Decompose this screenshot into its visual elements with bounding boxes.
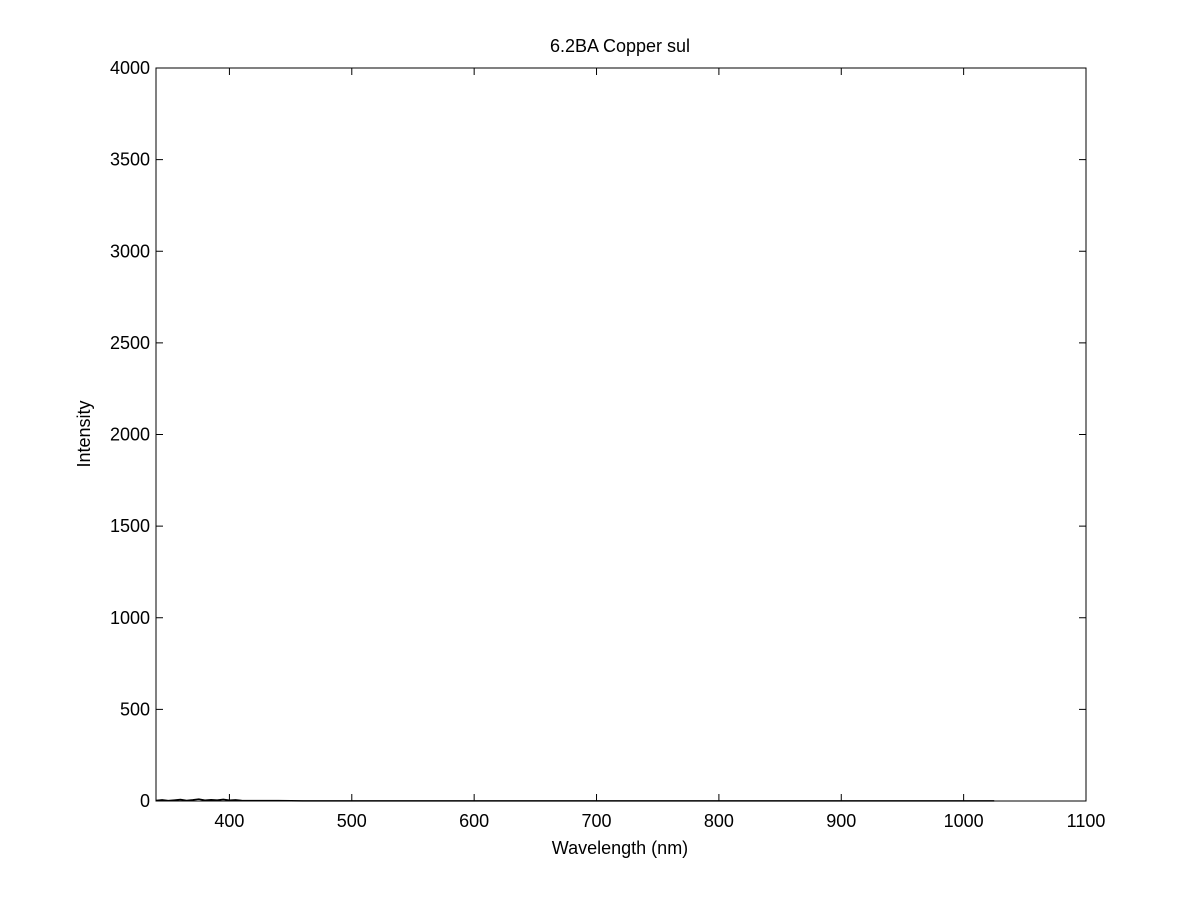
x-tick-label: 500 [337, 811, 367, 831]
x-tick-label: 700 [582, 811, 612, 831]
chart-title: 6.2BA Copper sul [550, 36, 690, 56]
y-tick-label: 1000 [110, 608, 150, 628]
x-tick-label: 1000 [944, 811, 984, 831]
x-axis-label: Wavelength (nm) [552, 838, 688, 858]
x-axis-ticks: 400 500 600 700 800 900 1000 1100 [214, 68, 1105, 831]
y-tick-label: 2000 [110, 425, 150, 445]
x-tick-label: 1100 [1067, 811, 1106, 831]
y-tick-label: 3500 [110, 150, 150, 170]
series-line-0 [155, 798, 995, 802]
plot-area: 400 500 600 700 800 900 1000 1100 0 500 1000 1500 2… [110, 58, 1105, 831]
y-tick-label: 2500 [110, 333, 150, 353]
y-tick-label: 500 [120, 699, 150, 719]
x-tick-label: 800 [704, 811, 734, 831]
x-tick-label: 600 [459, 811, 489, 831]
x-tick-label: 400 [214, 811, 244, 831]
y-tick-label: 0 [140, 791, 150, 811]
y-tick-label: 1500 [110, 516, 150, 536]
y-axis-ticks: 0 500 1000 1500 2000 2500 3000 3500 4000 [110, 58, 1086, 811]
y-tick-label: 3000 [110, 241, 150, 261]
y-tick-label: 4000 [110, 58, 150, 78]
x-tick-label: 900 [826, 811, 856, 831]
series-layer [155, 798, 995, 802]
y-axis-label: Intensity [74, 400, 94, 467]
